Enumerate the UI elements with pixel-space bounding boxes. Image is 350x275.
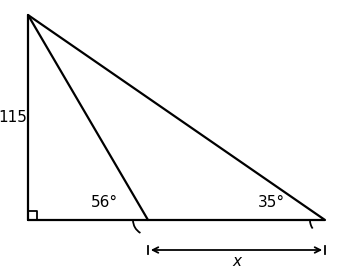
- Text: 35°: 35°: [258, 195, 285, 210]
- Text: 56°: 56°: [91, 195, 118, 210]
- Text: x: x: [232, 254, 241, 270]
- Text: 115: 115: [0, 109, 27, 125]
